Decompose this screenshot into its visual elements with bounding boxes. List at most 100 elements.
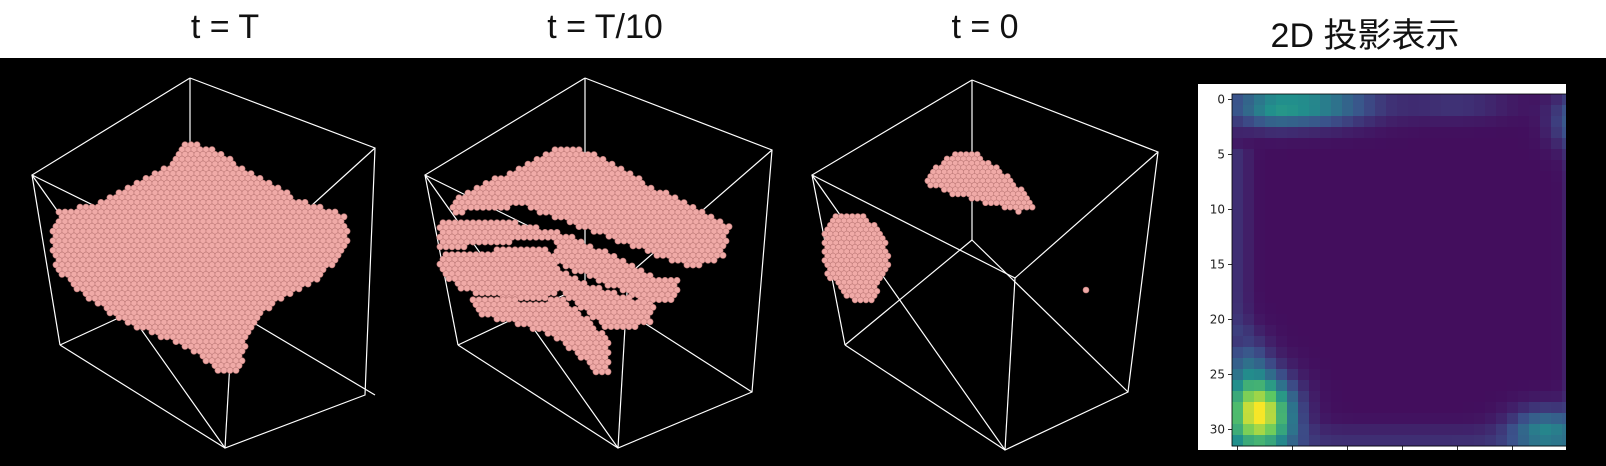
- heatmap-cell: [1276, 116, 1288, 128]
- heatmap-cell: [1562, 391, 1566, 403]
- heatmap-cell: [1331, 127, 1343, 139]
- heatmap-cell: [1232, 105, 1244, 117]
- particle: [571, 305, 579, 313]
- heatmap-cell: [1507, 248, 1519, 260]
- heatmap-cell: [1540, 149, 1552, 161]
- particle: [478, 289, 486, 297]
- particle: [982, 199, 989, 207]
- heatmap-cell: [1562, 226, 1566, 238]
- heatmap-cell: [1430, 358, 1442, 370]
- heatmap-cell: [1430, 171, 1442, 183]
- particle: [662, 189, 670, 197]
- heatmap-cell: [1254, 270, 1266, 282]
- heatmap-cell: [1265, 237, 1277, 249]
- y-tick-label: 25: [1210, 368, 1225, 382]
- heatmap-cell: [1551, 424, 1563, 436]
- heatmap-cell: [1452, 204, 1464, 216]
- particle: [628, 262, 636, 270]
- heatmap-cell: [1551, 413, 1563, 425]
- heatmap-cell: [1507, 116, 1519, 128]
- heatmap-cell: [1529, 336, 1541, 348]
- particle: [535, 294, 543, 302]
- heatmap-cell: [1386, 281, 1398, 293]
- heatmap-cell: [1254, 402, 1266, 414]
- heatmap-cell: [1474, 314, 1486, 326]
- panel-title-t-T-10: t = T/10: [547, 8, 663, 46]
- heatmap-cell: [1430, 314, 1442, 326]
- heatmap-cell: [1276, 127, 1288, 139]
- particle: [457, 284, 465, 292]
- heatmap-cell: [1397, 314, 1409, 326]
- particle: [716, 218, 724, 226]
- heatmap-cell: [1496, 248, 1508, 260]
- heatmap-cell: [1397, 402, 1409, 414]
- heatmap-cell: [1353, 281, 1365, 293]
- heatmap-cell: [1474, 105, 1486, 117]
- heatmap-cell: [1375, 435, 1387, 447]
- heatmap-cell: [1243, 171, 1255, 183]
- heatmap-cell: [1309, 303, 1321, 315]
- heatmap-cell: [1309, 138, 1321, 150]
- heatmap-cell: [1518, 138, 1530, 150]
- heatmap-cell: [1551, 138, 1563, 150]
- heatmap-cell: [1276, 149, 1288, 161]
- particle: [596, 227, 604, 235]
- particle: [520, 320, 528, 328]
- particle: [719, 242, 727, 250]
- particle: [529, 325, 537, 332]
- heatmap-cell: [1562, 248, 1566, 260]
- heatmap-cell: [1353, 160, 1365, 172]
- heatmap-cell: [1496, 347, 1508, 359]
- particle: [340, 222, 348, 230]
- heatmap-cell: [1320, 182, 1332, 194]
- heatmap-cell: [1342, 94, 1354, 106]
- particle: [448, 243, 456, 251]
- heatmap-cell: [1342, 160, 1354, 172]
- particle: [968, 195, 975, 202]
- heatmap-cell: [1298, 314, 1310, 326]
- heatmap-cell: [1298, 226, 1310, 238]
- particle: [610, 289, 618, 297]
- particle: [719, 232, 727, 240]
- heatmap-cell: [1430, 226, 1442, 238]
- heatmap-cell: [1397, 391, 1409, 403]
- heatmap-cell: [1529, 182, 1541, 194]
- heatmap-cell: [1419, 303, 1431, 315]
- heatmap-cell: [1265, 314, 1277, 326]
- heatmap-cell: [1353, 116, 1365, 128]
- heatmap-cell: [1298, 270, 1310, 282]
- heatmap-cell: [1529, 402, 1541, 414]
- heatmap-cell: [1430, 94, 1442, 106]
- heatmap-cell: [1298, 149, 1310, 161]
- heatmap-cell: [1441, 149, 1453, 161]
- particle: [960, 190, 967, 198]
- heatmap-cell: [1419, 380, 1431, 392]
- heatmap-cell: [1309, 347, 1321, 359]
- heatmap-cell: [1375, 116, 1387, 128]
- particle: [518, 199, 526, 206]
- particle: [590, 151, 598, 158]
- particle: [574, 310, 582, 318]
- heatmap-cell: [1419, 259, 1431, 271]
- particle: [589, 313, 597, 321]
- heatmap-cell: [1309, 160, 1321, 172]
- heatmap-cell: [1562, 369, 1566, 381]
- heatmap-cell: [1419, 127, 1431, 139]
- particle: [472, 289, 480, 297]
- heatmap-cell: [1265, 149, 1277, 161]
- heatmap-cell: [1364, 358, 1376, 370]
- particle: [139, 323, 147, 331]
- heatmap-cell: [1254, 358, 1266, 370]
- particle: [577, 353, 585, 361]
- heatmap-cell: [1485, 193, 1497, 205]
- heatmap-cell: [1463, 292, 1475, 304]
- particle: [673, 276, 681, 284]
- heatmap-cell: [1419, 171, 1431, 183]
- heatmap-cell: [1441, 215, 1453, 227]
- particle: [172, 338, 180, 345]
- heatmap-cell: [1232, 226, 1244, 238]
- heatmap-cell: [1496, 259, 1508, 271]
- heatmap-cell: [1430, 292, 1442, 304]
- heatmap-cell: [1441, 226, 1453, 238]
- heatmap-cell: [1562, 281, 1566, 293]
